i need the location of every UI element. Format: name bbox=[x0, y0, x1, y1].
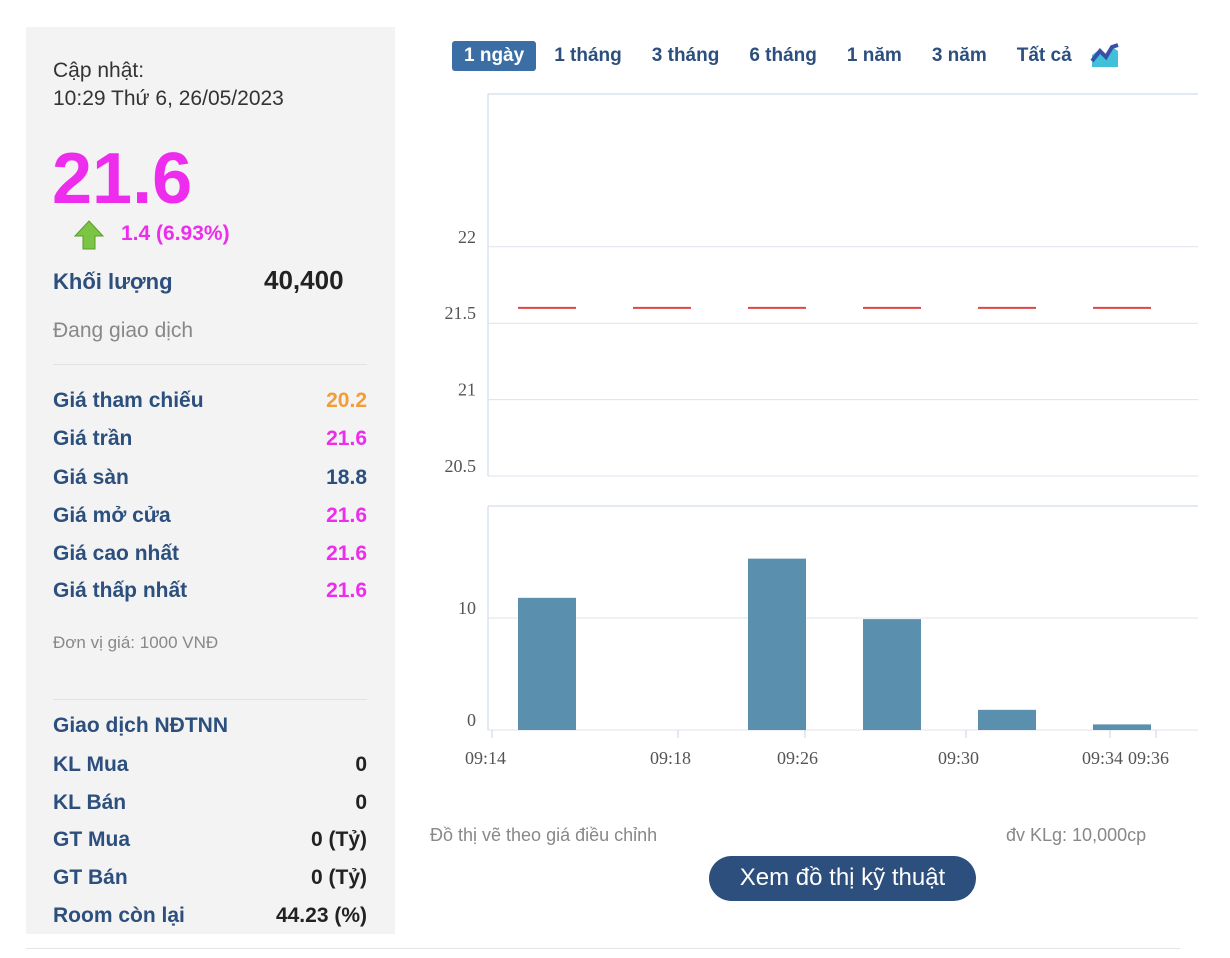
x-tick-label: 09:26 bbox=[777, 748, 818, 768]
volume-tick-label: 0 bbox=[467, 710, 476, 730]
arrow-up-icon bbox=[73, 220, 105, 250]
price-row-label: Giá tham chiếu bbox=[53, 389, 204, 412]
area-chart-icon[interactable] bbox=[1090, 41, 1120, 71]
stock-info-panel: Cập nhật: 10:29 Thứ 6, 26/05/2023 21.6 1… bbox=[26, 27, 395, 934]
price-row-reference: Giá tham chiếu 20.2 bbox=[53, 389, 367, 413]
price-row-label: Giá cao nhất bbox=[53, 542, 180, 565]
period-tabs: 1 ngày 1 tháng 3 tháng 6 tháng 1 năm 3 n… bbox=[452, 41, 1120, 71]
foreign-row: KL Mua 0 bbox=[53, 753, 367, 777]
x-tick-label: 09:36 bbox=[1128, 748, 1169, 768]
price-row-label: Giá trần bbox=[53, 427, 133, 450]
tab-6-months[interactable]: 6 tháng bbox=[749, 45, 817, 66]
foreign-row-value: 44.23 (%) bbox=[275, 904, 367, 927]
price-tick-label: 21 bbox=[458, 380, 476, 400]
price-unit-note: Đơn vị giá: 1000 VNĐ bbox=[53, 633, 219, 652]
foreign-row-label: GT Mua bbox=[53, 828, 130, 851]
price-row-ceiling: Giá trần 21.6 bbox=[53, 427, 367, 451]
volume-bar bbox=[978, 709, 1036, 730]
foreign-row: Room còn lại 44.23 (%) bbox=[53, 904, 367, 928]
price-row-label: Giá thấp nhất bbox=[53, 579, 188, 602]
tab-3-months[interactable]: 3 tháng bbox=[651, 45, 720, 66]
price-row-floor: Giá sàn 18.8 bbox=[53, 466, 367, 490]
foreign-row-label: KL Bán bbox=[53, 791, 127, 814]
bottom-divider bbox=[26, 948, 1180, 949]
volume-bar bbox=[1093, 724, 1151, 730]
price-row-value: 21.6 bbox=[326, 504, 367, 527]
foreign-row-label: KL Mua bbox=[53, 753, 129, 776]
foreign-row: KL Bán 0 bbox=[53, 791, 367, 815]
update-info: Cập nhật: 10:29 Thứ 6, 26/05/2023 bbox=[53, 57, 284, 113]
foreign-title-label: Giao dịch NĐTNN bbox=[53, 714, 229, 737]
foreign-row: GT Mua 0 (Tỷ) bbox=[53, 828, 367, 852]
price-row-value: 20.2 bbox=[326, 389, 367, 412]
volume-tick-label: 10 bbox=[458, 598, 476, 618]
price-tick-label: 20.5 bbox=[445, 456, 477, 476]
tab-1-month[interactable]: 1 tháng bbox=[554, 45, 622, 66]
foreign-row-value: 0 bbox=[355, 791, 367, 814]
volume-unit-note: đv KLg: 10,000cp bbox=[1006, 825, 1147, 845]
x-tick-label: 09:18 bbox=[650, 748, 691, 768]
price-row-value: 21.6 bbox=[326, 542, 367, 565]
foreign-row-value: 0 bbox=[355, 753, 367, 776]
tab-1-day[interactable]: 1 ngày bbox=[452, 41, 537, 71]
price-row-value: 18.8 bbox=[326, 466, 367, 489]
x-tick-label: 09:34 bbox=[1082, 748, 1123, 768]
volume-value: 40,400 bbox=[264, 265, 344, 295]
chart-note: Đồ thị vẽ theo giá điều chỉnh bbox=[430, 825, 658, 845]
price-volume-chart: 22 21.5 21 20.5 10 0 09:14 09:18 09:26 09:30 09:34… bbox=[445, 93, 1198, 768]
volume-bar bbox=[863, 619, 921, 730]
price-row-label: Giá sàn bbox=[53, 466, 129, 489]
divider bbox=[53, 364, 367, 365]
x-tick-label: 09:14 bbox=[465, 748, 506, 768]
price-row-value: 21.6 bbox=[326, 427, 367, 450]
price-row-label: Giá mở cửa bbox=[53, 504, 171, 527]
current-price: 21.6 bbox=[52, 139, 193, 219]
foreign-row-label: Room còn lại bbox=[53, 904, 185, 927]
foreign-row-value: 0 (Tỷ) bbox=[310, 866, 367, 889]
foreign-title: Giao dịch NĐTNN bbox=[53, 714, 367, 738]
update-time: 10:29 Thứ 6, 26/05/2023 bbox=[53, 87, 284, 110]
foreign-row-label: GT Bán bbox=[53, 866, 128, 889]
x-tick-label: 09:30 bbox=[938, 748, 979, 768]
volume-bar bbox=[518, 597, 576, 730]
tab-all[interactable]: Tất cả bbox=[1016, 45, 1072, 66]
foreign-row-value: 0 (Tỷ) bbox=[310, 828, 367, 851]
price-tick-label: 21.5 bbox=[445, 303, 477, 323]
volume-bar bbox=[748, 558, 806, 730]
price-row-low: Giá thấp nhất 21.6 bbox=[53, 579, 367, 603]
tab-3-years[interactable]: 3 năm bbox=[931, 45, 987, 66]
update-label: Cập nhật: bbox=[53, 59, 145, 82]
price-row-open: Giá mở cửa 21.6 bbox=[53, 504, 367, 528]
divider bbox=[53, 699, 367, 700]
price-change: 1.4 (6.93%) bbox=[121, 222, 230, 245]
foreign-row: GT Bán 0 (Tỷ) bbox=[53, 866, 367, 890]
technical-chart-button[interactable]: Xem đồ thị kỹ thuật bbox=[709, 856, 976, 901]
price-row-value: 21.6 bbox=[326, 579, 367, 602]
price-tick-label: 22 bbox=[458, 227, 476, 247]
volume-label: Khối lượng bbox=[53, 269, 173, 294]
tab-1-year[interactable]: 1 năm bbox=[846, 45, 902, 66]
trading-status: Đang giao dịch bbox=[53, 319, 194, 342]
price-row-high: Giá cao nhất 21.6 bbox=[53, 542, 367, 566]
